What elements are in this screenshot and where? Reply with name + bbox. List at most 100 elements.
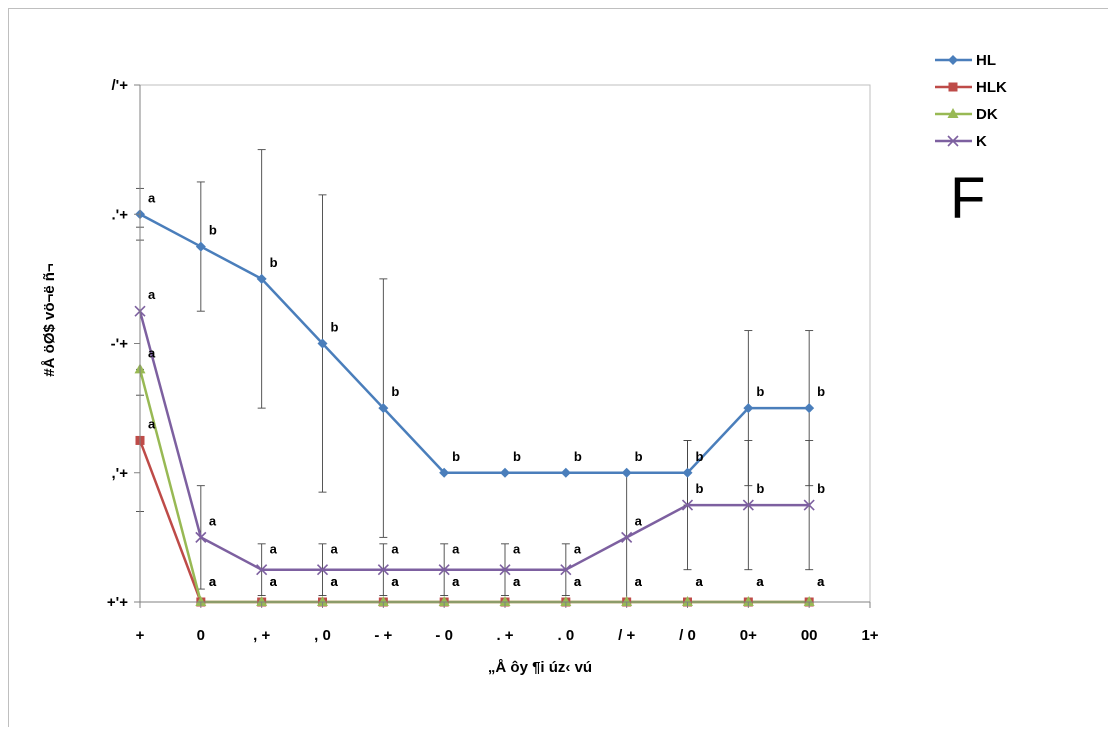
significance-label: b: [696, 481, 704, 496]
x-tick-label: / +: [618, 627, 635, 644]
data-point-dk: [195, 596, 207, 606]
significance-label: a: [331, 574, 339, 589]
x-tick-label: 0: [197, 627, 205, 644]
significance-label: a: [270, 574, 278, 589]
data-point-hl: [195, 241, 206, 252]
significance-label: a: [513, 574, 521, 589]
significance-label: b: [756, 481, 764, 496]
significance-label: b: [513, 449, 521, 464]
significance-label: a: [391, 574, 399, 589]
significance-label: b: [817, 384, 825, 399]
significance-label: b: [391, 384, 399, 399]
data-point-k: [438, 564, 450, 576]
y-tick-label: /'+: [112, 77, 129, 94]
data-point-dk: [317, 596, 328, 606]
data-point-hl: [317, 338, 328, 349]
significance-label: a: [452, 542, 460, 557]
data-point-k: [316, 564, 329, 576]
significance-label: a: [635, 574, 643, 589]
significance-label: b: [270, 255, 278, 270]
legend: HL HLK DK K: [935, 52, 1007, 150]
data-point-k: [803, 499, 815, 511]
plot-border: [139, 84, 871, 603]
y-tick-label: +'+: [107, 594, 128, 611]
significance-label: b: [209, 223, 217, 238]
data-point-hl: [621, 467, 632, 478]
y-tick-label: .'+: [112, 206, 129, 223]
significance-label: b: [452, 449, 460, 464]
data-point-dk: [803, 596, 815, 606]
significance-label: a: [817, 574, 825, 589]
data-point-dk: [560, 596, 572, 606]
series-line-hl: [139, 213, 810, 474]
x-tick-label: 00: [801, 627, 818, 644]
significance-label: a: [756, 574, 764, 589]
significance-label: a: [148, 345, 156, 360]
significance-label: a: [513, 542, 521, 557]
significance-label: a: [148, 416, 156, 431]
data-point-dk: [499, 596, 511, 606]
x-tick-label: . 0: [557, 627, 574, 644]
significance-label: a: [696, 574, 704, 589]
data-point-dk: [682, 596, 693, 606]
axes: +'+ ,'+ -'+ .'+ /'+ + 0 , + , 0 - + - 0 . + . 0 / + / …: [107, 77, 879, 644]
x-tick-label: - 0: [435, 627, 453, 644]
legend-swatch-marker: [948, 82, 958, 92]
significance-label: a: [635, 574, 643, 589]
error-bars: [136, 149, 814, 602]
significance-label: a: [574, 574, 582, 589]
data-point-k: [681, 499, 694, 511]
data-point-hl: [560, 467, 571, 478]
significance-label: a: [635, 513, 643, 528]
significance-label: a: [148, 287, 156, 302]
y-axis-title: #Å öØ$ vö¬ë ñ¬: [41, 263, 58, 377]
significance-label: a: [270, 542, 278, 557]
legend-label: K: [976, 133, 987, 150]
significance-label: b: [696, 449, 704, 464]
significance-label: a: [391, 542, 399, 557]
data-point-hl: [804, 403, 815, 414]
data-point-hl: [378, 403, 389, 414]
data-point-hl: [743, 403, 754, 414]
data-point-dk: [377, 596, 389, 606]
panel-label: F: [950, 166, 985, 231]
data-point-k: [256, 564, 268, 576]
series-line-dk: [138, 369, 810, 604]
significance-label: a: [452, 574, 460, 589]
significance-label: a: [452, 574, 460, 589]
significance-label: a: [331, 574, 339, 589]
legend-item-hlk: HLK: [935, 79, 1007, 96]
x-tick-label: 1+: [861, 627, 878, 644]
legend-swatch-marker: [947, 108, 959, 118]
data-point-k: [195, 531, 207, 543]
y-tick-label: -'+: [111, 336, 129, 353]
significance-label: a: [209, 574, 217, 589]
data-point-k: [560, 564, 572, 576]
legend-item-k: K: [935, 133, 987, 150]
significance-label: a: [574, 574, 582, 589]
significance-label: a: [209, 574, 217, 589]
x-tick-label: - +: [374, 627, 392, 644]
legend-label: HL: [976, 52, 996, 69]
significance-label: a: [574, 542, 582, 557]
significance-label: a: [756, 574, 764, 589]
legend-swatch-marker: [947, 135, 959, 147]
data-point-dk: [621, 596, 633, 606]
chart-frame: [8, 8, 1108, 727]
data-point-dk: [742, 596, 754, 606]
x-tick-label: , +: [253, 627, 270, 644]
significance-label: a: [391, 574, 399, 589]
x-tick-label: . +: [496, 627, 513, 644]
significance-label: a: [696, 574, 704, 589]
data-point-dk: [438, 596, 450, 606]
data-markers: [134, 209, 815, 607]
x-axis-title: „Å ôy ¶i úz‹ vú: [488, 659, 592, 676]
data-point-hl: [256, 273, 267, 284]
significance-label: a: [817, 574, 825, 589]
series-line-hlk: [138, 439, 810, 604]
data-point-dk: [256, 596, 268, 606]
data-point-hl: [682, 467, 693, 478]
data-point-k: [377, 564, 389, 576]
